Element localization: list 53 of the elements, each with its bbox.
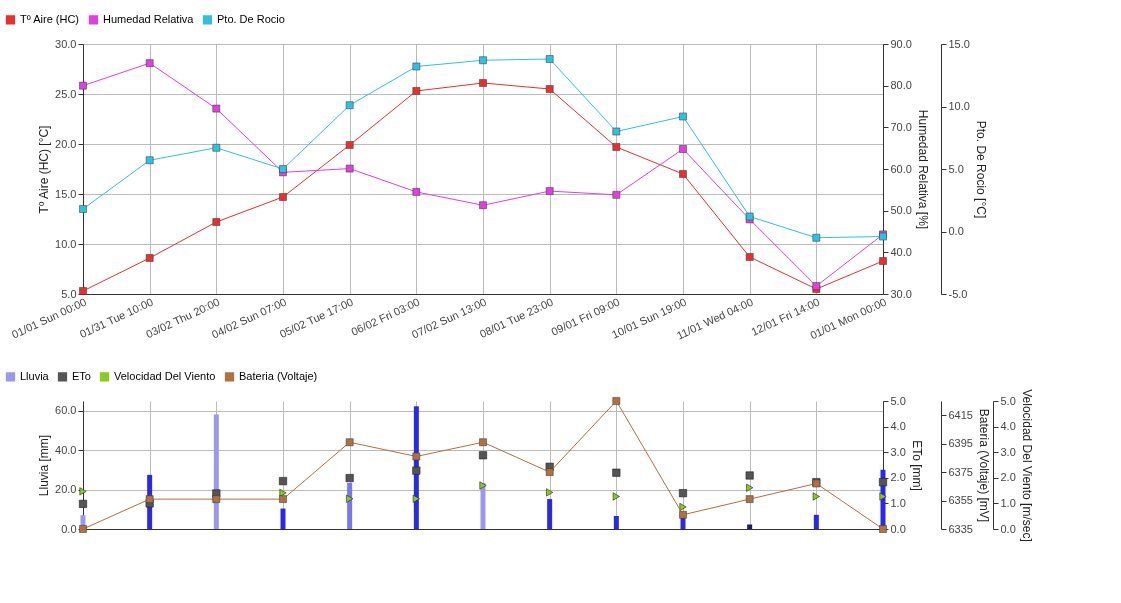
y3-tick-label: 10.0 — [948, 100, 970, 112]
y2-tick-label: 2.0 — [890, 471, 906, 484]
y2-tick-label: 3.0 — [890, 445, 906, 458]
text: 4.0 — [1000, 420, 1016, 433]
y3-tick-label: 6355 — [948, 494, 973, 507]
y2-tick-label: 0.0 — [890, 522, 906, 535]
y3-tick-label: 6395 — [948, 437, 973, 450]
y3-axis-title: Bateria (Voltaje) [mV] — [976, 408, 991, 523]
y3-tick-label: 0.0 — [948, 225, 964, 237]
y-tick-label: 10.0 — [55, 237, 77, 250]
y2-tick-label: 1.0 — [890, 496, 906, 509]
legend-label: Bateria (Voltaje) — [239, 369, 318, 382]
y3-tick-label: 6335 — [948, 522, 973, 535]
y2-tick-label: 40.0 — [890, 245, 912, 258]
y2-tick-label: 4.0 — [890, 420, 906, 433]
y3-tick-label: -5.0 — [948, 287, 968, 300]
y-axis-title: Lluvia [mm] — [37, 434, 52, 497]
legend-label: Tº Aire (HC) — [20, 12, 80, 25]
y2-axis-title: ETo [mm] — [909, 440, 924, 491]
y2-tick-label: 5.0 — [890, 394, 906, 407]
y-tick-label: 40.0 — [55, 443, 77, 456]
y2-tick-label: 30.0 — [890, 287, 912, 300]
legend-label: Lluvia — [20, 369, 50, 382]
text: Velocidad Del Viento [m/sec] — [1019, 389, 1034, 542]
y2-tick-label: 60.0 — [890, 162, 912, 175]
y-tick-label: 60.0 — [55, 404, 77, 417]
text: 3.0 — [1000, 445, 1016, 458]
y2-tick-label: 90.0 — [890, 37, 912, 50]
y2-tick-label: 80.0 — [890, 79, 912, 92]
text: 5.0 — [1000, 394, 1016, 407]
y3-tick-label: 6375 — [948, 465, 973, 478]
legend-label: Velocidad Del Viento — [114, 369, 216, 382]
y-tick-label: 30.0 — [55, 37, 77, 50]
y-tick-label: 20.0 — [55, 483, 77, 496]
legend-label: Pto. De Rocio — [217, 12, 285, 25]
text: 0.0 — [1000, 522, 1016, 535]
text: 2.0 — [1000, 471, 1016, 484]
y3-tick-label: 6415 — [948, 408, 973, 421]
legend-label: Humedad Relativa — [103, 12, 195, 25]
y3-tick-label: 15.0 — [948, 37, 970, 50]
y-tick-label: 0.0 — [61, 522, 77, 535]
y2-tick-label: 50.0 — [890, 204, 912, 217]
y-axis-title: Tº Aire (HC) [°C] — [37, 125, 52, 214]
legend-label: ETo — [72, 369, 91, 382]
y-tick-label: 15.0 — [55, 187, 77, 200]
text: 1.0 — [1000, 496, 1016, 509]
y2-axis-title: Humedad Relativa [%] — [915, 109, 930, 230]
y2-tick-label: 70.0 — [890, 120, 912, 133]
y-tick-label: 20.0 — [55, 137, 77, 150]
y-tick-label: 5.0 — [61, 287, 77, 300]
y3-tick-label: 5.0 — [948, 162, 964, 175]
y3-axis-title: Pto. De Rocio [°C] — [973, 120, 988, 219]
y-tick-label: 25.0 — [55, 87, 77, 100]
